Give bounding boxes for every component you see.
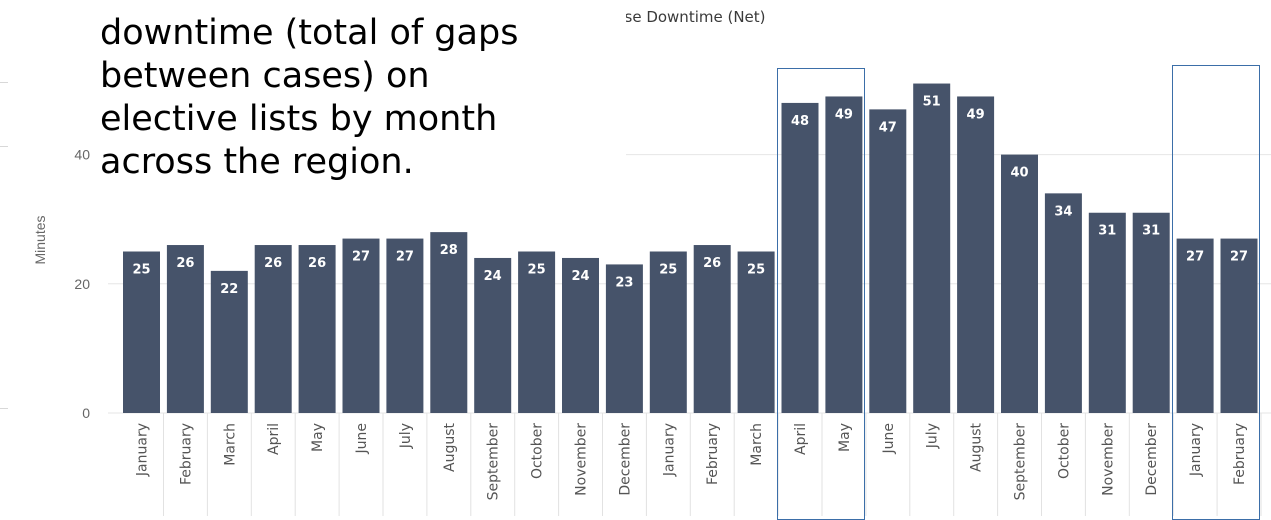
x-tick-label: April — [793, 423, 809, 455]
x-tick-label: October — [530, 423, 546, 479]
x-tick-label: May — [310, 423, 326, 452]
bar-data-label: 24 — [571, 269, 589, 284]
x-tick-label: November — [574, 423, 590, 496]
y-axis-title: Minutes — [32, 215, 48, 265]
bar — [913, 83, 951, 413]
panel-edge-mark — [0, 82, 8, 83]
x-tick-label: February — [1232, 423, 1248, 485]
x-tick-label: March — [222, 423, 238, 466]
x-tick-label: May — [837, 423, 853, 452]
bar-data-label: 22 — [220, 282, 238, 297]
bar-data-label: 27 — [1186, 250, 1204, 265]
bar-data-label: 31 — [1142, 224, 1160, 239]
x-tick-label: January — [135, 423, 151, 477]
bar-data-label: 31 — [1098, 224, 1116, 239]
bar-data-label: 23 — [615, 275, 633, 290]
bar — [386, 238, 424, 413]
bar — [1088, 212, 1126, 413]
bar — [1001, 154, 1038, 413]
x-tick-label: September — [486, 423, 502, 501]
x-axis-labels: January February March April May June July Augu… — [135, 413, 1262, 516]
x-tick-label: October — [1056, 423, 1072, 479]
x-tick-label: April — [266, 423, 282, 455]
bar-data-label: 27 — [396, 250, 414, 265]
bar — [1132, 212, 1170, 413]
bar-data-label: 26 — [264, 256, 282, 271]
highlight-box-april-may — [776, 68, 866, 520]
bar-data-label: 27 — [352, 250, 370, 265]
annotation-line: downtime (total of gaps — [100, 13, 519, 53]
bar-data-label: 26 — [176, 256, 194, 271]
y-tick-label: 20 — [74, 276, 90, 292]
bar — [210, 270, 248, 413]
bar — [1220, 238, 1258, 413]
bars — [123, 83, 1258, 414]
bar-data-label: 47 — [879, 120, 897, 135]
x-tick-label: July — [398, 423, 414, 449]
bar-data-label: 24 — [484, 269, 502, 284]
bar — [342, 238, 380, 413]
annotation-line: elective lists by month — [100, 99, 498, 139]
bar — [825, 96, 863, 414]
x-tick-label: March — [749, 423, 765, 466]
x-tick-label: September — [1013, 423, 1029, 501]
bar-data-label: 40 — [1010, 166, 1028, 181]
bar — [1176, 238, 1214, 413]
x-tick-label: June — [881, 423, 897, 455]
x-tick-label: December — [617, 423, 633, 496]
bar — [430, 232, 468, 413]
panel-edge-mark — [0, 408, 8, 409]
bar — [649, 251, 687, 413]
x-tick-label: November — [1100, 423, 1116, 496]
x-tick-label: January — [1188, 423, 1204, 477]
x-tick-label: December — [1144, 423, 1160, 496]
x-tick-label: January — [661, 423, 677, 477]
bar-data-label: 28 — [440, 243, 458, 258]
bar-data-label: 26 — [703, 256, 721, 271]
x-tick-label: July — [925, 423, 941, 449]
bar — [781, 102, 819, 414]
bar-data-label: 48 — [791, 114, 809, 129]
bar — [166, 245, 204, 413]
y-axis-ticks: 0 20 40 — [74, 147, 90, 421]
panel-edge-mark — [0, 146, 8, 147]
bar — [518, 251, 556, 413]
bar — [869, 109, 907, 413]
bar — [474, 257, 512, 413]
annotation-line: between cases) on — [100, 56, 430, 96]
bar-data-label: 26 — [308, 256, 326, 271]
y-tick-label: 0 — [82, 405, 90, 421]
bar-data-label: 25 — [528, 263, 546, 278]
annotation-line: across the region. — [100, 142, 414, 182]
bar-data-label: 49 — [835, 107, 853, 122]
highlight-box-january-february — [1171, 65, 1261, 520]
bar-data-label: 34 — [1054, 204, 1072, 219]
bar-data-label: 25 — [659, 263, 677, 278]
bar-data-label: 49 — [967, 107, 985, 122]
bar — [254, 245, 292, 413]
bar — [957, 96, 995, 414]
chart-title: ercase Downtime (Net) — [592, 8, 766, 26]
x-tick-label: February — [705, 423, 721, 485]
bar — [1044, 193, 1082, 413]
bar-data-label: 25 — [747, 263, 765, 278]
x-tick-label: February — [178, 423, 194, 485]
bar — [123, 251, 160, 413]
bar-data-label: 25 — [132, 263, 150, 278]
bar — [605, 264, 643, 413]
bar — [298, 245, 336, 413]
x-tick-label: August — [969, 422, 985, 472]
bar — [562, 257, 599, 413]
bar-data-label: 27 — [1230, 250, 1248, 265]
annotation-text: downtime (total of gaps between cases) o… — [96, 12, 626, 184]
x-tick-label: August — [442, 422, 458, 472]
bar-data-label: 51 — [923, 95, 941, 110]
bar — [737, 251, 775, 413]
x-tick-label: June — [354, 423, 370, 455]
y-tick-label: 40 — [74, 147, 90, 163]
data-labels: 25 26 22 26 26 27 27 28 24 25 24 23 25 26 25 48 49 47 51 49… — [132, 95, 1248, 297]
bar — [693, 245, 731, 413]
